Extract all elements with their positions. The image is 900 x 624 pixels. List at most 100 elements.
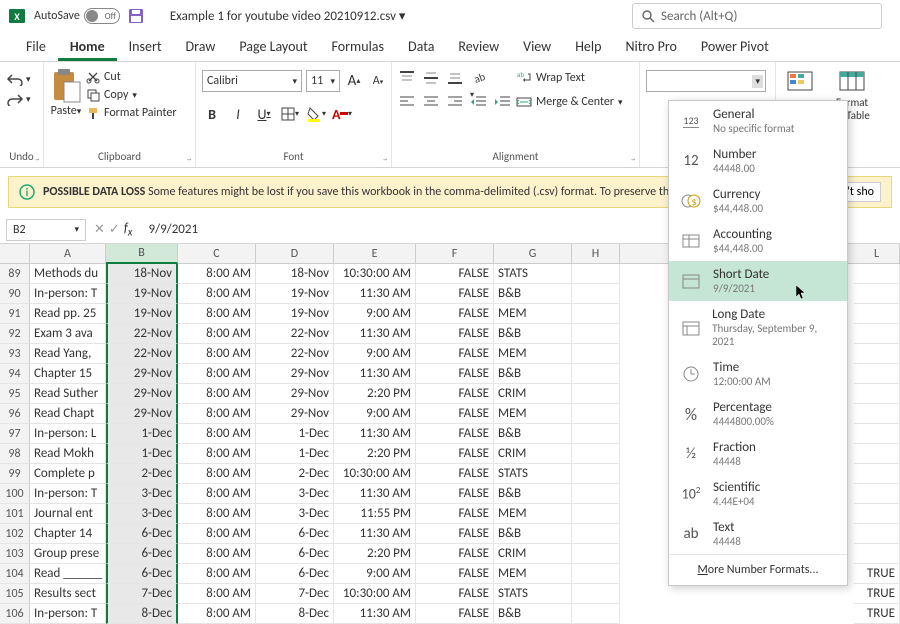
cell[interactable]: 10:30:00 AM — [334, 584, 416, 604]
cell[interactable]: Group prese — [30, 544, 106, 564]
cell[interactable] — [854, 504, 900, 524]
tab-help[interactable]: Help — [563, 32, 613, 61]
column-header-L[interactable]: L — [854, 244, 900, 264]
cell[interactable]: 8:00 AM — [178, 424, 256, 444]
cell[interactable]: FALSE — [416, 544, 494, 564]
cell[interactable]: 9:00 AM — [334, 344, 416, 364]
paste-button[interactable]: Paste ▾ — [50, 66, 82, 118]
cell[interactable]: 18-Nov — [106, 264, 178, 284]
cell[interactable] — [854, 524, 900, 544]
cell[interactable]: 29-Nov — [106, 384, 178, 404]
cell[interactable]: MEM — [494, 564, 572, 584]
row-header[interactable]: 102 — [0, 524, 30, 544]
cell[interactable] — [572, 344, 620, 364]
cell[interactable]: 18-Nov — [256, 264, 334, 284]
numfmt-time[interactable]: Time12:00:00 AM — [669, 354, 847, 394]
row-header[interactable]: 93 — [0, 344, 30, 364]
row-header[interactable]: 105 — [0, 584, 30, 604]
numfmt-fraction[interactable]: ½Fraction44448 — [669, 434, 847, 474]
save-icon[interactable] — [128, 8, 144, 24]
cell[interactable] — [572, 424, 620, 444]
cell[interactable]: Chapter 14 — [30, 524, 106, 544]
cell[interactable]: 1-Dec — [256, 444, 334, 464]
cell[interactable]: FALSE — [416, 264, 494, 284]
decrease-indent-button[interactable] — [470, 94, 488, 110]
fx-icon[interactable]: fx — [124, 221, 133, 239]
cancel-formula-icon[interactable]: ✕ — [94, 222, 105, 237]
cell[interactable]: 2:20 PM — [334, 544, 416, 564]
enter-formula-icon[interactable]: ✓ — [109, 222, 120, 237]
cell[interactable]: B&B — [494, 364, 572, 384]
cell[interactable]: 8:00 AM — [178, 344, 256, 364]
cell[interactable]: 2:20 PM — [334, 444, 416, 464]
align-center-button[interactable] — [422, 94, 440, 110]
align-middle-button[interactable] — [422, 70, 440, 86]
cell[interactable]: FALSE — [416, 304, 494, 324]
cell[interactable]: FALSE — [416, 284, 494, 304]
cell[interactable]: CRIM — [494, 444, 572, 464]
cell[interactable]: B&B — [494, 524, 572, 544]
align-right-button[interactable] — [446, 94, 464, 110]
cell[interactable]: FALSE — [416, 444, 494, 464]
row-header[interactable]: 95 — [0, 384, 30, 404]
row-header[interactable]: 98 — [0, 444, 30, 464]
cell[interactable]: 11:30 AM — [334, 284, 416, 304]
cell[interactable]: 29-Nov — [256, 364, 334, 384]
row-header[interactable]: 101 — [0, 504, 30, 524]
column-header-A[interactable]: A — [30, 244, 106, 264]
row-header[interactable]: 106 — [0, 604, 30, 624]
tab-insert[interactable]: Insert — [117, 32, 174, 61]
row-header[interactable]: 100 — [0, 484, 30, 504]
cell[interactable]: Read Mokh — [30, 444, 106, 464]
cell[interactable]: 8-Dec — [106, 604, 178, 624]
cell[interactable]: CRIM — [494, 544, 572, 564]
decrease-font-button[interactable]: A▾ — [368, 71, 388, 91]
increase-font-button[interactable]: A▴ — [344, 71, 364, 91]
tab-page-layout[interactable]: Page Layout — [227, 32, 319, 61]
cell[interactable]: 22-Nov — [256, 344, 334, 364]
cell[interactable] — [854, 284, 900, 304]
numfmt-currency[interactable]: $Currency$44,448.00 — [669, 181, 847, 221]
row-header[interactable]: 99 — [0, 464, 30, 484]
filename[interactable]: Example 1 for youtube video 20210912.csv… — [170, 9, 406, 24]
cell[interactable]: 10:30:00 AM — [334, 464, 416, 484]
cell[interactable]: 11:55 PM — [334, 504, 416, 524]
format-painter-button[interactable]: Format Painter — [86, 106, 177, 120]
cell[interactable] — [572, 264, 620, 284]
cell[interactable]: 22-Nov — [106, 344, 178, 364]
cell[interactable]: 29-Nov — [256, 384, 334, 404]
cell[interactable]: 8:00 AM — [178, 324, 256, 344]
font-name-select[interactable]: Calibri▾ — [202, 70, 302, 92]
cell[interactable]: 6-Dec — [106, 564, 178, 584]
name-box[interactable]: B2▾ — [6, 219, 86, 241]
column-header-C[interactable]: C — [178, 244, 256, 264]
cell[interactable] — [572, 604, 620, 624]
column-header-H[interactable]: H — [572, 244, 620, 264]
cell[interactable]: 1-Dec — [256, 424, 334, 444]
cell[interactable]: 11:30 AM — [334, 324, 416, 344]
tab-draw[interactable]: Draw — [174, 32, 228, 61]
cell[interactable]: TRUE — [854, 564, 900, 584]
underline-button[interactable]: U ▾ — [254, 104, 274, 124]
numfmt-general[interactable]: 123GeneralNo specific format — [669, 101, 847, 141]
numfmt-percentage[interactable]: %Percentage4444800.00% — [669, 394, 847, 434]
tab-nitro-pro[interactable]: Nitro Pro — [613, 32, 688, 61]
align-bottom-button[interactable] — [446, 70, 464, 86]
cell[interactable] — [572, 364, 620, 384]
cell[interactable]: Complete p — [30, 464, 106, 484]
tab-home[interactable]: Home — [58, 32, 117, 61]
cell[interactable]: MEM — [494, 304, 572, 324]
cell[interactable]: B&B — [494, 324, 572, 344]
cell[interactable]: 29-Nov — [106, 404, 178, 424]
cell[interactable]: FALSE — [416, 604, 494, 624]
cell[interactable]: Read ______ — [30, 564, 106, 584]
cell[interactable]: TRUE — [854, 584, 900, 604]
cell[interactable]: In-person: L — [30, 424, 106, 444]
cell[interactable] — [854, 344, 900, 364]
cell[interactable]: 19-Nov — [106, 284, 178, 304]
cell[interactable]: FALSE — [416, 364, 494, 384]
cell[interactable]: 29-Nov — [256, 404, 334, 424]
merge-center-button[interactable]: Merge & Center ▾ — [516, 94, 623, 110]
cell[interactable]: Chapter 15 — [30, 364, 106, 384]
cell[interactable]: 8:00 AM — [178, 484, 256, 504]
